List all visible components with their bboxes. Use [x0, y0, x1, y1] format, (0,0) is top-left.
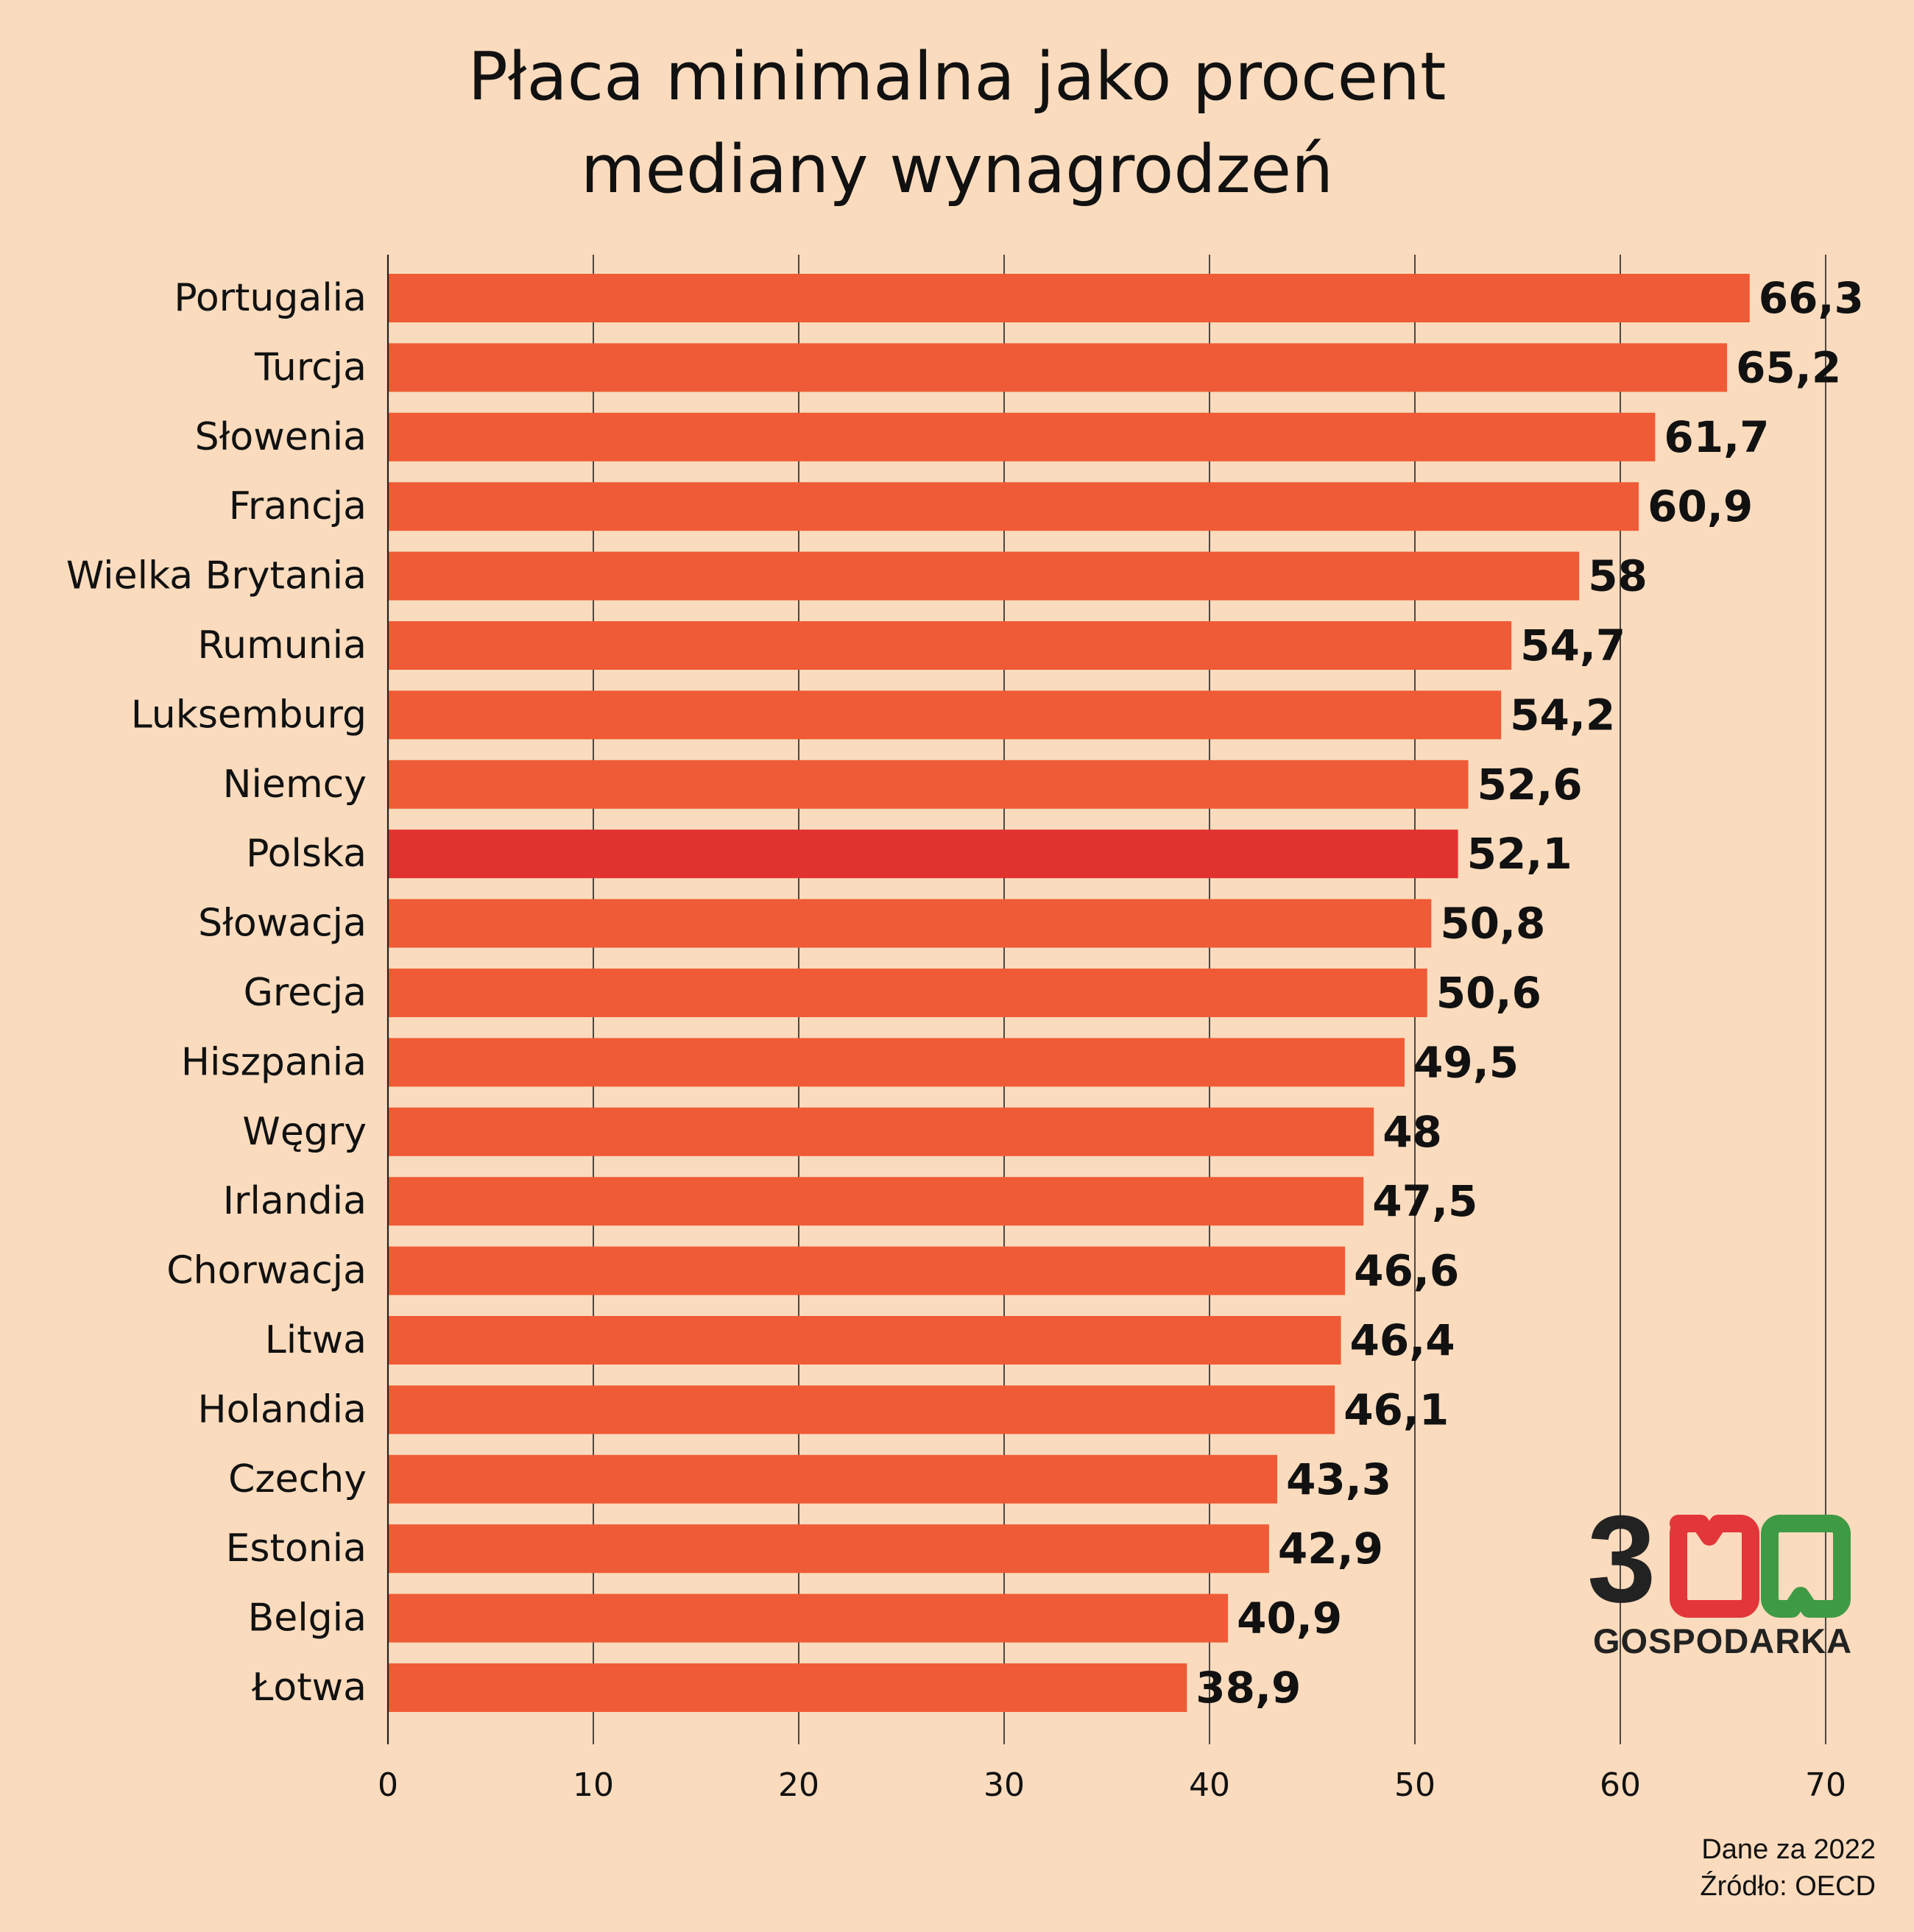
- value-label: 50,8: [1440, 899, 1545, 949]
- bar: [388, 1454, 1278, 1504]
- logo: 3 GOSPODARKA: [1587, 1490, 1862, 1660]
- logo-text: GOSPODARKA: [1592, 1621, 1853, 1660]
- value-label: 50,6: [1436, 968, 1542, 1018]
- logo-mark: 3: [1587, 1490, 1851, 1628]
- x-tick-label: 30: [984, 1766, 1025, 1804]
- logo-zero-red: [1670, 1515, 1759, 1618]
- logo-zero-green: [1761, 1515, 1851, 1618]
- category-label: Turcja: [254, 345, 367, 389]
- value-label: 48: [1382, 1107, 1442, 1157]
- category-label: Łotwa: [251, 1666, 367, 1710]
- value-label: 46,4: [1350, 1315, 1455, 1365]
- bar: [388, 1038, 1405, 1087]
- value-label: 54,2: [1510, 690, 1615, 740]
- value-label: 66,3: [1759, 273, 1864, 323]
- x-tick-label: 20: [778, 1766, 819, 1804]
- value-label: 43,3: [1286, 1454, 1391, 1504]
- footnote-year: Dane za 2022: [1701, 1834, 1876, 1865]
- bar: [388, 482, 1639, 531]
- category-label: Węgry: [242, 1110, 367, 1154]
- bar: [388, 551, 1580, 601]
- value-label: 52,6: [1477, 760, 1583, 810]
- bar: [388, 1246, 1346, 1295]
- x-tick-label: 50: [1394, 1766, 1436, 1804]
- x-tick-label: 60: [1600, 1766, 1641, 1804]
- category-label: Polska: [246, 832, 367, 876]
- x-tick-label: 40: [1189, 1766, 1230, 1804]
- category-labels: Portugalia Turcja Słowenia Francja Wielka Br…: [66, 276, 367, 1710]
- category-label: Słowenia: [195, 415, 367, 459]
- category-label: Francja: [229, 484, 367, 528]
- x-tick-label: 0: [378, 1766, 398, 1804]
- value-label: 54,7: [1520, 620, 1625, 670]
- bar: [388, 1107, 1374, 1156]
- x-tick-label: 70: [1805, 1766, 1846, 1804]
- value-label: 46,6: [1354, 1246, 1459, 1296]
- category-label: Luksemburg: [131, 693, 367, 737]
- category-label: Irlandia: [223, 1179, 367, 1223]
- value-label: 61,7: [1664, 412, 1769, 462]
- category-label: Słowacja: [198, 902, 367, 946]
- category-label: Belgia: [248, 1596, 367, 1641]
- bar: [388, 899, 1432, 948]
- category-label: Chorwacja: [166, 1249, 367, 1293]
- category-label: Grecja: [244, 971, 367, 1015]
- bar: [388, 1316, 1341, 1365]
- bar: [388, 1385, 1335, 1434]
- category-label: Rumunia: [197, 623, 367, 668]
- value-label: 42,9: [1278, 1524, 1383, 1574]
- category-label: Wielka Brytania: [66, 554, 367, 598]
- category-label: Holandia: [197, 1387, 367, 1432]
- category-label: Estonia: [226, 1526, 367, 1571]
- bar: [388, 760, 1469, 809]
- bar: [388, 343, 1728, 392]
- category-label: Hiszpania: [181, 1040, 367, 1084]
- category-label: Czechy: [228, 1457, 367, 1501]
- bar: [388, 412, 1656, 461]
- bar: [388, 1177, 1364, 1226]
- value-label: 49,5: [1413, 1037, 1519, 1087]
- bar: [388, 690, 1502, 740]
- category-label: Niemcy: [223, 762, 367, 807]
- chart-title-line2: mediany wynagrodzeń: [580, 131, 1334, 208]
- bar: [388, 1524, 1269, 1574]
- bar: [388, 1593, 1229, 1643]
- value-label: 47,5: [1372, 1176, 1477, 1226]
- bar: [388, 969, 1427, 1017]
- x-axis-ticks: 0 10 20 30 40 50 60 70: [378, 1766, 1846, 1804]
- bar: [388, 621, 1512, 670]
- value-label: 58: [1588, 551, 1648, 601]
- chart-title-line1: Płaca minimalna jako procent: [467, 38, 1447, 116]
- value-label: 38,9: [1196, 1663, 1301, 1713]
- footnote-source: Źródło: OECD: [1700, 1871, 1876, 1902]
- category-label: Portugalia: [174, 276, 367, 320]
- footnote: Dane za 2022 Źródło: OECD: [1700, 1831, 1876, 1905]
- x-tick-label: 10: [573, 1766, 614, 1804]
- value-label: 46,1: [1343, 1384, 1449, 1434]
- value-label: 65,2: [1736, 342, 1841, 392]
- value-label: 40,9: [1237, 1593, 1342, 1643]
- category-label: Litwa: [265, 1318, 367, 1362]
- bars: [388, 274, 1750, 1712]
- bar: [388, 1663, 1187, 1712]
- logo-digit: 3: [1590, 1509, 1656, 1619]
- value-label: 60,9: [1648, 481, 1753, 531]
- value-labels: 66,3 65,2 61,7 60,958 54,7 54,2 52,6 52,1 50,8 50…: [1196, 273, 1864, 1713]
- value-label: 52,1: [1467, 829, 1572, 879]
- chart-title: Płaca minimalna jako procent mediany wyn…: [0, 31, 1914, 216]
- bar: [388, 274, 1750, 322]
- bar: [388, 829, 1458, 879]
